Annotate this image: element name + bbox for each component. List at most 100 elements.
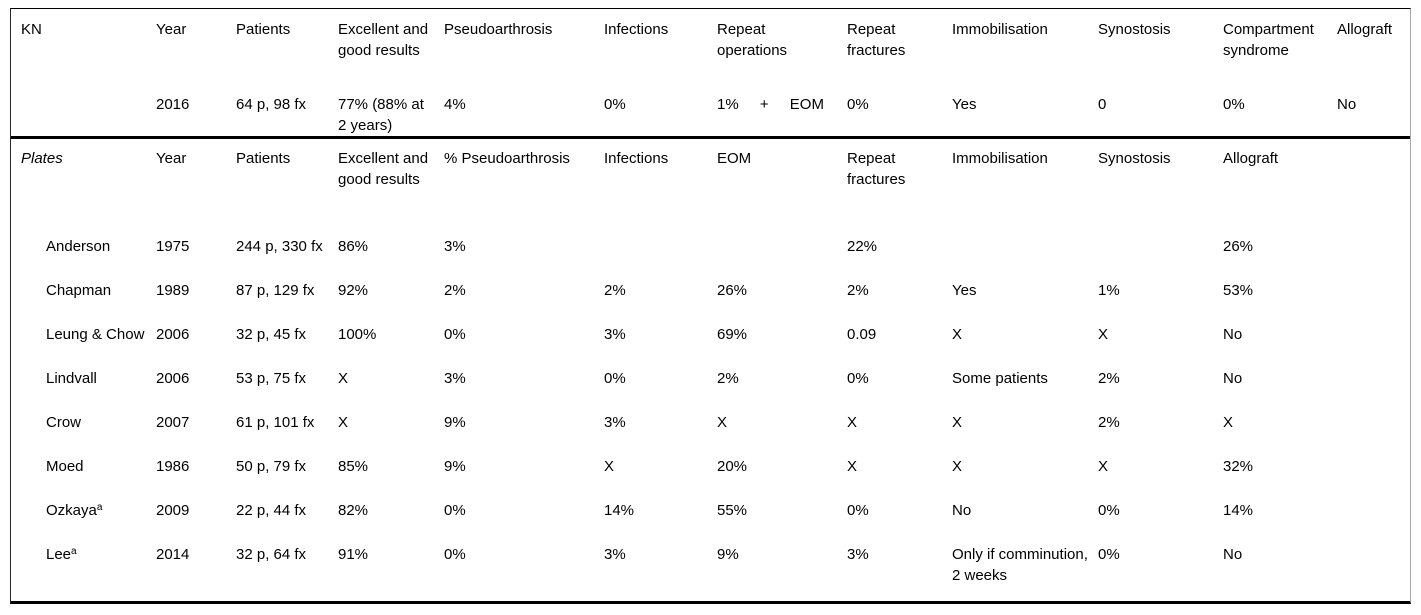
- cell-results: 92%: [338, 282, 369, 299]
- cell-immobilisation: Yes: [952, 282, 977, 299]
- cell-repeat-fractures: 0%: [847, 370, 869, 387]
- cell-infections: 2%: [604, 282, 626, 299]
- cell-repeat-operations: 1% + EOM: [717, 96, 824, 113]
- cell-immobilisation: X: [952, 414, 963, 431]
- study-row-ozkaya: Ozkayaa 2009 22 p, 44 fx 82% 0% 14% 55% …: [11, 500, 1410, 544]
- cell-eom: 20%: [717, 458, 748, 475]
- cell-immobilisation: X: [952, 458, 963, 475]
- cell-results: 91%: [338, 546, 369, 563]
- cell-patients: 50 p, 79 fx: [236, 458, 307, 475]
- col-header-results: Excellent and good results: [338, 150, 429, 188]
- cell-results: 100%: [338, 326, 377, 343]
- cell-results: 85%: [338, 458, 369, 475]
- cell-study: Lindvall: [11, 368, 146, 412]
- col-header-repeat-fractures: Repeat fractures: [847, 150, 906, 188]
- cell-repeat-fractures: 22%: [847, 238, 878, 255]
- col-header-results: Excellent and good results: [338, 21, 429, 59]
- study-name: Lee: [46, 546, 72, 563]
- col-header-pseudoarthrosis: Pseudoarthrosis: [444, 21, 553, 38]
- cell-results: X: [338, 370, 349, 387]
- study-row-lindvall: Lindvall 2006 53 p, 75 fx X 3% 0% 2% 0% …: [11, 368, 1410, 412]
- cell-synostosis: 2%: [1098, 414, 1120, 431]
- cell-allograft: No: [1223, 326, 1243, 343]
- cell-infections: 14%: [604, 502, 635, 519]
- cell-eom: 55%: [717, 502, 748, 519]
- cell-year: 1989: [156, 282, 190, 299]
- kn-header-row: KN Year Patients Excellent and good resu…: [11, 9, 1410, 94]
- cell-infections: [594, 236, 707, 280]
- col-header-patients: Patients: [236, 150, 291, 167]
- cell-repeat-fractures: X: [847, 414, 858, 431]
- study-name: Leung & Chow: [46, 326, 145, 343]
- col-header-year: Year: [156, 21, 187, 38]
- cell-patients: 87 p, 129 fx: [236, 282, 315, 299]
- study-name: Crow: [46, 414, 82, 431]
- cell-allograft: 32%: [1223, 458, 1254, 475]
- footnote-marker: a: [71, 546, 77, 557]
- cell-infections: 3%: [604, 414, 626, 431]
- cell-immobilisation: X: [952, 326, 963, 343]
- col-header-repeat-fractures: Repeat fractures: [847, 21, 906, 59]
- cell-synostosis: 2%: [1098, 370, 1120, 387]
- cell-repeat-fractures: X: [847, 458, 858, 475]
- col-header-kn: KN: [21, 21, 42, 38]
- cell-patients: 53 p, 75 fx: [236, 370, 307, 387]
- study-row-lee: Leea 2014 32 p, 64 fx 91% 0% 3% 9% 3% On…: [11, 544, 1410, 588]
- plates-header-row: Plates Year Patients Excellent and good …: [11, 139, 1410, 236]
- cell-year: 2007: [156, 414, 190, 431]
- study-name: Chapman: [46, 282, 112, 299]
- cell-allograft: No: [1223, 370, 1243, 387]
- col-header-eom: EOM: [717, 150, 752, 167]
- cell-allograft: 53%: [1223, 282, 1254, 299]
- cell-eom: 69%: [717, 326, 748, 343]
- cell-infections: 3%: [604, 326, 626, 343]
- table-frame: KN Year Patients Excellent and good resu…: [10, 8, 1411, 604]
- cell-patients: 64 p, 98 fx: [236, 96, 307, 113]
- study-name: Lindvall: [46, 370, 97, 387]
- cell-pseudoarthrosis: 4%: [444, 96, 466, 113]
- cell-synostosis: 0%: [1098, 502, 1120, 519]
- cell-pseudoarthrosis: 3%: [444, 238, 466, 255]
- col-header-repeat-operations: Repeat operations: [717, 21, 788, 59]
- cell-pseudoarthrosis: 0%: [444, 502, 466, 519]
- cell-repeat-fractures: 0%: [847, 502, 869, 519]
- cell-repeat-fractures: 3%: [847, 546, 869, 563]
- cell-eom: 26%: [717, 282, 748, 299]
- cell-study: Moed: [11, 456, 146, 500]
- cell-study: Leung & Chow: [11, 324, 146, 368]
- study-name: Ozkaya: [46, 502, 97, 519]
- study-row-chapman: Chapman 1989 87 p, 129 fx 92% 2% 2% 26% …: [11, 280, 1410, 324]
- cell-pseudoarthrosis: 2%: [444, 282, 466, 299]
- cell-patients: 61 p, 101 fx: [236, 414, 315, 431]
- cell-year: 2014: [156, 546, 190, 563]
- cell-immobilisation: Yes: [952, 96, 977, 113]
- cell-study: Ozkayaa: [11, 500, 146, 544]
- cell-study: [11, 94, 146, 136]
- cell-synostosis: 0%: [1098, 546, 1120, 563]
- cell-study: Leea: [11, 544, 146, 588]
- plates-table: Plates Year Patients Excellent and good …: [11, 139, 1410, 588]
- cell-immobilisation: Some patients: [952, 370, 1048, 387]
- cell-year: 2016: [156, 96, 190, 113]
- cell-pseudoarthrosis: 3%: [444, 370, 466, 387]
- cell-results: 86%: [338, 238, 369, 255]
- cell-results: 77% (88% at 2 years): [338, 96, 424, 134]
- cell-pseudoarthrosis: 0%: [444, 546, 466, 563]
- cell-synostosis: [1088, 236, 1213, 280]
- cell-pseudoarthrosis: 9%: [444, 458, 466, 475]
- cell-repeat-fractures: 2%: [847, 282, 869, 299]
- cell-study: Crow: [11, 412, 146, 456]
- cell-synostosis: 1%: [1098, 282, 1120, 299]
- cell-compartment-syndrome: 0%: [1223, 96, 1245, 113]
- cell-year: 2009: [156, 502, 190, 519]
- kn-data-row: 2016 64 p, 98 fx 77% (88% at 2 years) 4%…: [11, 94, 1410, 136]
- cell-allograft: 26%: [1223, 238, 1254, 255]
- cell-infections: X: [604, 458, 615, 475]
- study-row-crow: Crow 2007 61 p, 101 fx X 9% 3% X X X 2% …: [11, 412, 1410, 456]
- col-header-pct-pseudoarthrosis: % Pseudoarthrosis: [444, 150, 570, 167]
- col-header-compartment-syndrome: Compartment syndrome: [1223, 21, 1314, 59]
- cell-eom: [707, 236, 837, 280]
- cell-eom: X: [717, 414, 728, 431]
- cell-immobilisation: [942, 236, 1088, 280]
